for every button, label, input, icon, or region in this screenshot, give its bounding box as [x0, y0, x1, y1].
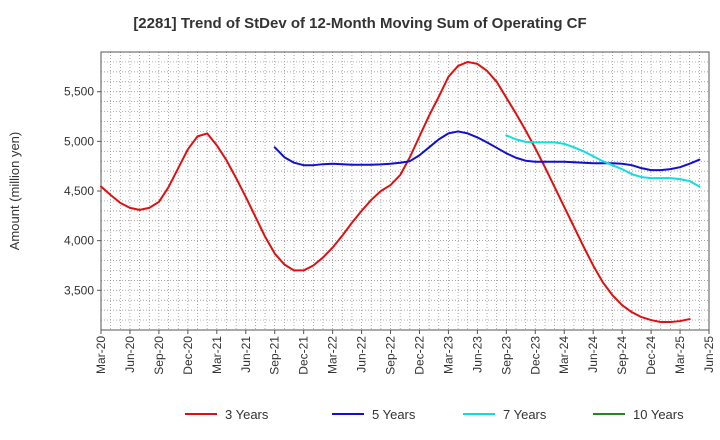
legend-label: 3 Years [225, 407, 269, 422]
x-tick-label: Jun-24 [586, 336, 600, 373]
series-line-7-years [505, 134, 701, 188]
x-tick-label: Dec-24 [644, 336, 658, 375]
legend-label: 5 Years [372, 407, 416, 422]
x-tick-label: Mar-22 [326, 336, 340, 374]
x-tick-label: Sep-21 [268, 336, 282, 375]
x-tick-label: Dec-22 [412, 336, 426, 375]
legend: 3 Years 5 Years 7 Years 10 Years [185, 407, 684, 422]
x-tick-label: Sep-24 [615, 336, 629, 375]
series-lines [100, 60, 701, 324]
y-tick-label: 5,000 [64, 134, 94, 148]
y-axis-label: Amount (million yen) [7, 132, 22, 251]
x-tick-label: Mar-25 [673, 336, 687, 374]
x-tick-label: Jun-25 [702, 336, 716, 373]
y-tick-label: 3,500 [64, 283, 94, 297]
x-tick-label: Dec-20 [181, 336, 195, 375]
x-tick-label: Mar-21 [210, 336, 224, 374]
x-tick-label: Mar-23 [441, 336, 455, 374]
x-tick-label: Mar-24 [557, 336, 571, 374]
x-axis-ticks: Mar-20 Jun-20 Sep-20 Dec-20 Mar-21 Jun-21 Sep-… [94, 330, 716, 375]
x-tick-label: Dec-21 [297, 336, 311, 375]
series-line-3-years [100, 60, 691, 324]
x-tick-label: Sep-23 [499, 336, 513, 375]
x-tick-label: Dec-23 [528, 336, 542, 375]
x-tick-label: Jun-20 [123, 336, 137, 373]
y-tick-label: 4,500 [64, 184, 94, 198]
x-tick-label: Jun-21 [239, 336, 253, 373]
legend-label: 7 Years [503, 407, 547, 422]
legend-label: 10 Years [633, 407, 684, 422]
x-tick-label: Jun-22 [355, 336, 369, 373]
x-tick-label: Sep-20 [152, 336, 166, 375]
y-tick-label: 5,500 [64, 85, 94, 99]
x-tick-label: Mar-20 [94, 336, 108, 374]
y-axis-ticks: 3,500 4,000 4,500 5,000 5,500 [64, 85, 101, 297]
y-tick-label: 4,000 [64, 234, 94, 248]
chart-title: [2281] Trend of StDev of 12-Month Moving… [133, 15, 586, 32]
x-tick-label: Sep-22 [384, 336, 398, 375]
grid [101, 52, 709, 330]
x-tick-label: Jun-23 [470, 336, 484, 373]
series-line-5-years [273, 130, 701, 172]
